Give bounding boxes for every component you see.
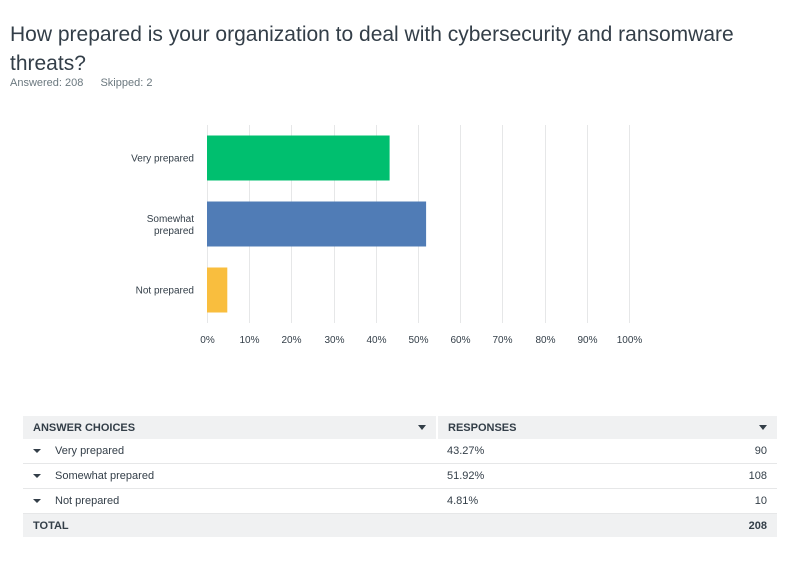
expand-caret-icon[interactable] [33, 499, 41, 504]
chart-bars [207, 135, 427, 313]
bar-chart: Very prepared Somewhat prepared Not prepare… [131, 125, 642, 346]
chart-category-labels: Very prepared Somewhat prepared Not prepare… [131, 154, 194, 297]
chart-x-axis: 0% 10% 20% 30% 40% 50% 60% 70% 80% 90% 100% [200, 335, 642, 346]
table-row: Somewhat prepared 51.92% 108 [23, 463, 777, 489]
x-tick-label: 100% [617, 335, 643, 346]
count-cell: 90 [707, 439, 777, 464]
percent-cell: 4.81% [437, 488, 707, 514]
x-tick-label: 70% [492, 335, 512, 346]
table-row: Not prepared 4.81% 10 [23, 488, 777, 514]
category-label: Not prepared [136, 286, 194, 297]
expand-caret-icon[interactable] [33, 474, 41, 479]
sort-caret-icon[interactable] [759, 425, 767, 430]
x-tick-label: 60% [450, 335, 470, 346]
bar[interactable] [207, 135, 390, 181]
x-tick-label: 30% [324, 335, 344, 346]
choice-cell: Somewhat prepared [23, 463, 437, 489]
category-label: Very prepared [131, 154, 194, 165]
total-count: 208 [707, 513, 777, 537]
total-row: TOTAL 208 [23, 513, 777, 537]
responses-table: ANSWER CHOICES RESPONSES Very prepared 4… [23, 416, 777, 537]
x-tick-label: 10% [239, 335, 259, 346]
x-tick-label: 50% [408, 335, 428, 346]
expand-caret-icon[interactable] [33, 449, 41, 454]
answer-choices-header-label: ANSWER CHOICES [33, 421, 136, 434]
x-tick-label: 80% [535, 335, 555, 346]
percent-cell: 43.27% [437, 439, 707, 464]
choice-label: Very prepared [55, 445, 125, 457]
skipped-count: Skipped: 2 [100, 77, 153, 89]
sort-caret-icon[interactable] [418, 425, 426, 430]
choice-cell: Very prepared [23, 439, 437, 464]
x-tick-label: 20% [281, 335, 301, 346]
x-tick-label: 0% [200, 335, 215, 346]
choice-label: Not prepared [55, 495, 120, 507]
x-tick-label: 90% [577, 335, 597, 346]
choice-label: Somewhat prepared [55, 470, 155, 482]
bar[interactable] [207, 267, 228, 313]
count-cell: 10 [707, 488, 777, 514]
x-tick-label: 40% [366, 335, 386, 346]
responses-header-label: RESPONSES [448, 421, 517, 434]
total-label: TOTAL [23, 513, 707, 537]
choice-cell: Not prepared [23, 488, 437, 514]
count-cell: 108 [707, 463, 777, 489]
percent-cell: 51.92% [437, 463, 707, 489]
answer-choices-header[interactable]: ANSWER CHOICES [23, 416, 438, 439]
bar[interactable] [207, 201, 427, 247]
category-label: Somewhat prepared [147, 214, 194, 237]
response-summary: Answered: 208 Skipped: 2 [10, 77, 166, 89]
table-row: Very prepared 43.27% 90 [23, 439, 777, 464]
answered-count: Answered: 208 [10, 77, 84, 89]
question-title: How prepared is your organization to dea… [10, 23, 734, 76]
responses-header[interactable]: RESPONSES [437, 416, 777, 439]
